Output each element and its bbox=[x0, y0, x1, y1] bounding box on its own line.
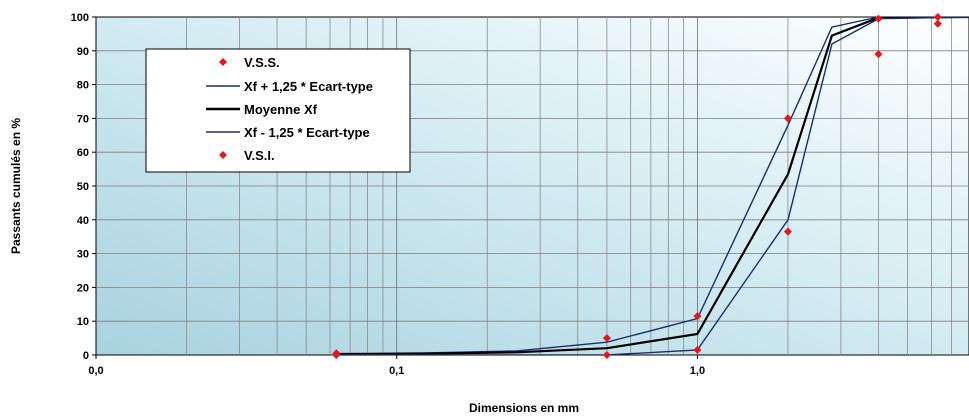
data-point-v-s-i bbox=[332, 351, 341, 359]
legend: V.S.S. Xf + 1,25 * Ecart-type Moyenne Xf Xf… bbox=[145, 48, 411, 173]
y-axis: 0 10 20 30 40 50 60 70 80 90 100 bbox=[71, 12, 96, 362]
data-point-v-s-s bbox=[693, 312, 702, 321]
x-axis: 0,0 0,1 1,0 bbox=[88, 355, 705, 377]
y-tick-label: 60 bbox=[77, 147, 89, 159]
legend-marker-v-s-s bbox=[219, 58, 227, 66]
legend-label-v-s-s: V.S.S. bbox=[244, 55, 280, 70]
data-point-v-s-s bbox=[933, 13, 942, 21]
legend-label-xf-1-25-ecart-type: Xf + 1,25 * Ecart-type bbox=[244, 79, 373, 94]
markers-layer bbox=[332, 13, 942, 359]
y-tick-label: 100 bbox=[71, 12, 89, 24]
data-point-v-s-i bbox=[874, 50, 883, 59]
y-tick-label: 80 bbox=[77, 80, 89, 92]
y-tick-label: 40 bbox=[77, 215, 89, 227]
y-tick-label: 0 bbox=[83, 350, 89, 362]
y-tick-label: 50 bbox=[77, 181, 89, 193]
legend-label-moyenne-xf: Moyenne Xf bbox=[244, 102, 318, 117]
x-tick-label: 0,1 bbox=[389, 365, 404, 377]
data-point-v-s-s bbox=[602, 334, 611, 343]
legend-marker-v-s-i bbox=[219, 151, 227, 159]
data-point-v-s-s bbox=[783, 114, 792, 123]
y-tick-label: 70 bbox=[77, 113, 89, 125]
data-point-v-s-s bbox=[874, 14, 883, 23]
y-tick-label: 30 bbox=[77, 249, 89, 261]
y-tick-label: 20 bbox=[77, 282, 89, 294]
y-tick-label: 90 bbox=[77, 46, 89, 58]
data-point-v-s-i bbox=[602, 351, 611, 359]
data-point-v-s-i bbox=[783, 227, 792, 236]
data-point-v-s-i bbox=[693, 345, 702, 354]
legend-box bbox=[145, 48, 411, 173]
x-axis-title: Dimensions en mm bbox=[469, 401, 579, 415]
y-tick-label: 10 bbox=[77, 316, 89, 328]
x-tick-label: 1,0 bbox=[690, 365, 705, 377]
data-point-v-s-i bbox=[933, 19, 942, 28]
series-line-moyenne-xf bbox=[336, 17, 969, 355]
x-tick-label: 0,0 bbox=[88, 365, 103, 377]
legend-label-v-s-i: V.S.I. bbox=[244, 148, 275, 163]
y-axis-title: Passants cumulés en % bbox=[9, 118, 23, 254]
legend-label-xf-1-25-ecart-type: Xf - 1,25 * Ecart-type bbox=[244, 125, 370, 140]
